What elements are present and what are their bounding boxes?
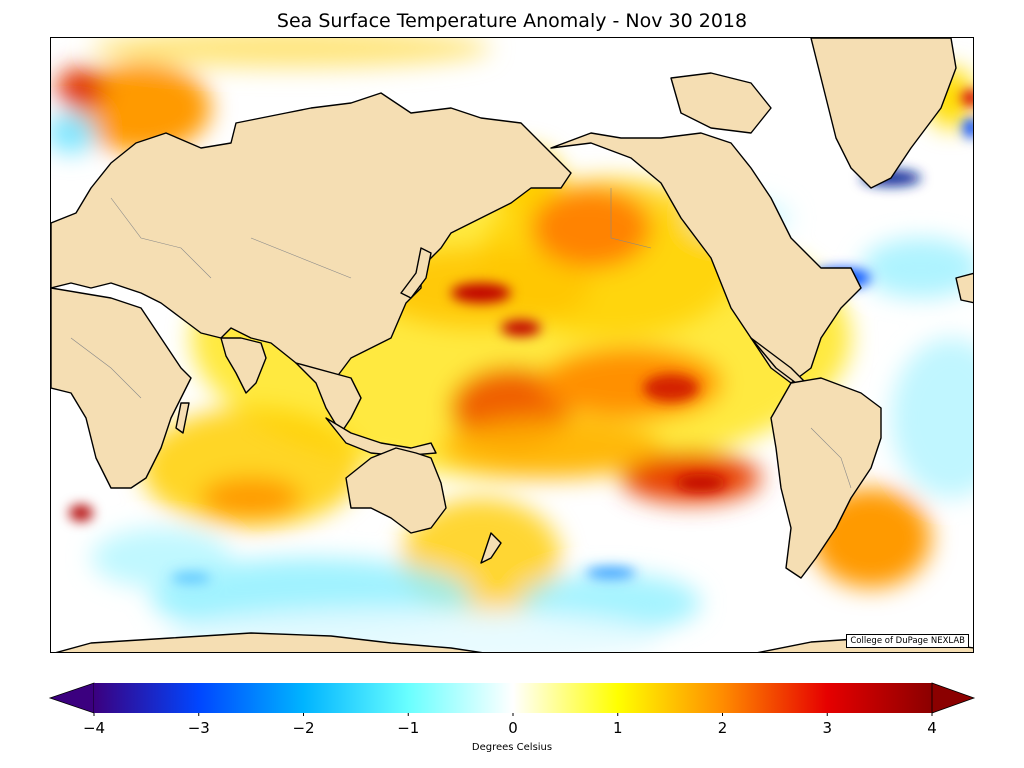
land-southeast-asia	[295, 362, 362, 434]
map-canvas	[51, 38, 973, 652]
land-indonesia	[325, 417, 437, 457]
colorbar-tick-label: 0	[508, 719, 518, 737]
colorbar-tick-label: −3	[187, 719, 210, 737]
land-madagascar	[175, 402, 190, 434]
sst-anomaly-map: College of DuPage NEXLAB	[50, 37, 974, 653]
land-arctic-islands	[670, 72, 772, 134]
colorbar	[48, 682, 976, 716]
land-south-america	[770, 377, 882, 579]
colorbar-tick-label: 3	[822, 719, 833, 737]
land-new-zealand	[480, 532, 502, 564]
colorbar-tick-label: −1	[397, 719, 420, 737]
land-antarctica	[55, 632, 483, 652]
land-australia	[345, 447, 447, 534]
country-borders	[70, 188, 852, 489]
colorbar-tick-label: 1	[612, 719, 623, 737]
colorbar-tick-label: −4	[82, 719, 106, 737]
colorbar-extend-max	[931, 682, 976, 714]
credit-label: College of DuPage NEXLAB	[846, 634, 969, 648]
land-north-america	[550, 132, 862, 384]
colorbar-tick-label: −2	[292, 719, 315, 737]
colorbar-tick-label: 4	[927, 719, 937, 737]
land-eurasia	[51, 92, 572, 389]
chart-title: Sea Surface Temperature Anomaly - Nov 30…	[276, 10, 748, 32]
land-uk	[955, 272, 973, 304]
colorbar-label: Degrees Celsius	[471, 742, 553, 753]
colorbar-gradient	[94, 683, 932, 713]
land-greenland	[810, 38, 957, 189]
colorbar-extend-min	[48, 682, 95, 714]
land-japan	[400, 247, 432, 299]
land-africa	[51, 287, 192, 489]
land-india	[220, 337, 267, 394]
colorbar-tick-label: 2	[717, 719, 728, 737]
land	[51, 38, 973, 652]
